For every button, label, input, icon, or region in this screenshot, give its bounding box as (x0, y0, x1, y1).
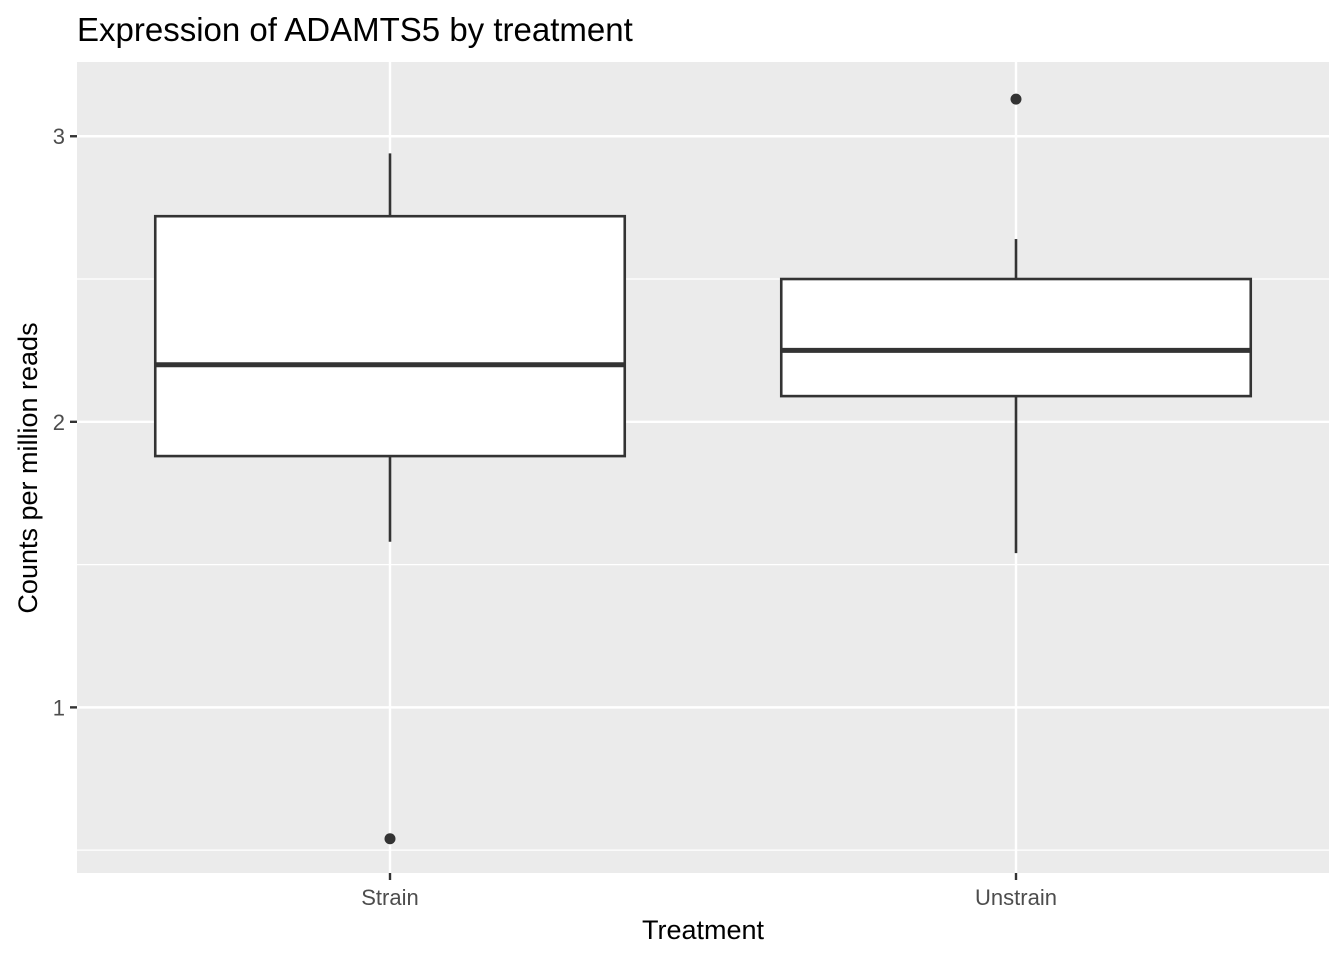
y-tick-label: 1 (53, 695, 65, 720)
x-axis: Strain Unstrain (361, 873, 1057, 910)
chart-title: Expression of ADAMTS5 by treatment (77, 11, 633, 48)
y-axis: 1 2 3 (53, 124, 77, 720)
box-strain (153, 153, 627, 845)
plot-panel (77, 62, 1329, 873)
box-series (153, 93, 1253, 845)
y-axis-title: Counts per million reads (13, 322, 43, 613)
y-tick-label: 2 (53, 410, 65, 435)
interquartile-box (779, 277, 1253, 398)
x-tick-label: Unstrain (975, 885, 1057, 910)
outlier-point (1010, 93, 1022, 105)
y-tick-label: 3 (53, 124, 65, 149)
box-unstrain (779, 93, 1253, 554)
x-tick-label: Strain (361, 885, 418, 910)
x-axis-title: Treatment (642, 915, 765, 945)
interquartile-box (153, 214, 627, 458)
outlier-point (384, 833, 396, 845)
